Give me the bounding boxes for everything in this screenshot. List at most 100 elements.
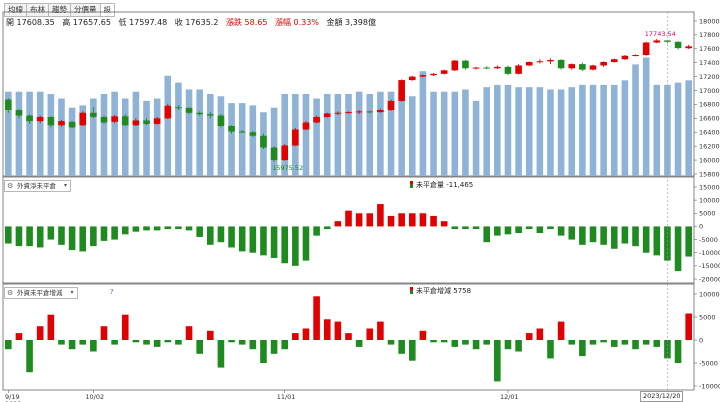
close-label: 收 bbox=[174, 18, 183, 27]
volume-bar bbox=[579, 84, 586, 176]
help-icon[interactable]: ? bbox=[110, 288, 114, 296]
volume-bar bbox=[355, 91, 363, 176]
candle-body bbox=[26, 115, 33, 122]
price-tick-label: 18000 bbox=[699, 17, 720, 25]
candle-body bbox=[207, 114, 214, 116]
volume-bar bbox=[26, 91, 33, 176]
price-tick-label: 17800 bbox=[699, 31, 720, 39]
oi-bar bbox=[642, 226, 650, 253]
oi-bar bbox=[632, 226, 639, 247]
candle-body bbox=[249, 132, 257, 136]
amount-label: 金額 bbox=[326, 18, 343, 27]
oi-change-bar bbox=[462, 340, 469, 345]
oi-change-bar bbox=[589, 340, 597, 345]
oi-bar bbox=[589, 226, 597, 243]
volume-bar bbox=[472, 100, 480, 176]
x-tick-label: 12/01 bbox=[500, 393, 519, 401]
candle-body bbox=[653, 40, 661, 43]
volume-bar bbox=[642, 57, 650, 176]
oi-change-bar bbox=[568, 340, 576, 345]
oi-change-bar bbox=[515, 340, 522, 352]
candle-body bbox=[440, 70, 448, 74]
volume-bar bbox=[238, 103, 246, 176]
candle-body bbox=[121, 116, 129, 126]
oi-change-bar bbox=[483, 340, 490, 345]
volume-bar bbox=[334, 94, 342, 176]
oi-bar bbox=[26, 226, 33, 247]
oi-bar bbox=[398, 213, 405, 227]
panel2-selector[interactable]: ⚙ 外資淨未平倉 ▾ bbox=[4, 180, 71, 192]
oi-change-bar bbox=[525, 333, 533, 340]
volume-bar bbox=[398, 91, 405, 176]
oi-bar bbox=[419, 213, 427, 227]
oi-change-tick-label: 5000 bbox=[699, 313, 716, 321]
oi-change-tick-label: -5000 bbox=[699, 359, 718, 367]
candle-body bbox=[472, 67, 480, 69]
volume-bar bbox=[430, 91, 437, 176]
volume-bar bbox=[111, 91, 118, 176]
oi-change-bar bbox=[419, 330, 427, 340]
candle-body bbox=[589, 65, 597, 70]
oi-change-bar bbox=[547, 340, 554, 359]
candle-body bbox=[642, 42, 650, 56]
oi-change-bar bbox=[90, 340, 97, 352]
oi-change-bar bbox=[642, 340, 650, 345]
candle-body bbox=[430, 73, 437, 76]
volume-bar bbox=[515, 87, 522, 176]
oi-change-bar bbox=[207, 330, 214, 340]
panel-frame-2 bbox=[2, 176, 695, 284]
volume-bar bbox=[589, 84, 597, 176]
candle-body bbox=[36, 116, 44, 122]
oi-tick-label: -5000 bbox=[699, 236, 718, 244]
oi-change-bar bbox=[504, 340, 512, 350]
ohlc-readout: 開 17608.35 高 17657.65 低 17597.48 收 17635… bbox=[6, 17, 381, 28]
gear-icon: ⚙ bbox=[7, 289, 14, 297]
price-tick-label: 17000 bbox=[699, 87, 720, 95]
oi-change-bar bbox=[345, 333, 352, 340]
oi-change-bar bbox=[355, 340, 363, 347]
volume-bar bbox=[15, 91, 23, 176]
panel3-selector[interactable]: ⚙ 外資未平倉增減 ▾ bbox=[4, 287, 78, 299]
oi-change-tick-label: -10000 bbox=[699, 382, 720, 390]
oi-bar bbox=[600, 226, 607, 245]
oi-bar bbox=[515, 226, 522, 233]
candle-body bbox=[610, 59, 618, 62]
candle-body bbox=[5, 99, 12, 110]
current-date-label: 2023/12/20 bbox=[640, 391, 684, 402]
volume-bar bbox=[610, 84, 618, 176]
oi-tick-label: -15000 bbox=[699, 262, 720, 270]
low-annotation: 15975.52 bbox=[272, 164, 303, 172]
oi-bar bbox=[462, 226, 469, 230]
candle-body bbox=[494, 66, 501, 69]
tab-volume-profile[interactable]: 分價量 bbox=[70, 3, 101, 17]
oi-bar bbox=[5, 226, 12, 244]
indicator-tabs: 均線 布林 趨勢 分價量 設 bbox=[4, 3, 115, 17]
close-readout: 收 17635.2 bbox=[175, 18, 219, 27]
low-value: 17597.48 bbox=[129, 18, 168, 27]
volume-bar bbox=[408, 96, 416, 176]
candle-body bbox=[419, 75, 427, 77]
oi-change-bar bbox=[36, 326, 44, 340]
candle-body bbox=[685, 46, 692, 49]
candle-body bbox=[462, 60, 469, 69]
tab-settings[interactable]: 設 bbox=[99, 3, 115, 17]
candle-body bbox=[408, 76, 416, 81]
volume-bar bbox=[632, 64, 639, 176]
x-tick-label: 9/19 bbox=[5, 393, 20, 401]
oi-bar bbox=[674, 226, 682, 272]
candle-body bbox=[313, 116, 320, 123]
oi-bar bbox=[153, 226, 161, 231]
oi-bar bbox=[15, 226, 23, 247]
price-tick-label: 17400 bbox=[699, 59, 720, 67]
volume-bar bbox=[494, 84, 501, 176]
oi-change-bar bbox=[143, 340, 150, 345]
price-tick-label: 15800 bbox=[699, 170, 720, 178]
volume-bar bbox=[143, 100, 150, 176]
candle-body bbox=[185, 107, 193, 113]
price-tick-label: 17600 bbox=[699, 45, 720, 53]
oi-tick-label: 0 bbox=[699, 223, 703, 231]
oi-change-bar bbox=[621, 340, 629, 345]
candle-body bbox=[58, 121, 65, 126]
oi-bar bbox=[36, 226, 44, 248]
oi-bar bbox=[68, 226, 76, 251]
